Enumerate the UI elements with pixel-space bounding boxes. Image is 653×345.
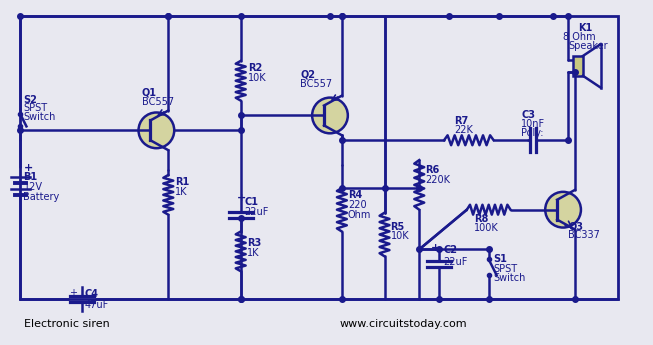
Text: BC557: BC557 bbox=[142, 97, 174, 107]
Text: Ohm: Ohm bbox=[348, 210, 371, 220]
Circle shape bbox=[138, 112, 174, 148]
Text: SPST: SPST bbox=[24, 104, 48, 114]
Text: 10K: 10K bbox=[247, 73, 266, 83]
Text: Q3: Q3 bbox=[568, 221, 583, 231]
Text: R3: R3 bbox=[247, 238, 261, 248]
Text: 10nF: 10nF bbox=[521, 119, 545, 129]
Text: B1: B1 bbox=[24, 172, 38, 182]
Text: Electronic siren: Electronic siren bbox=[24, 319, 110, 329]
Circle shape bbox=[545, 192, 581, 228]
Text: Speaker: Speaker bbox=[568, 41, 608, 51]
Text: Q1: Q1 bbox=[142, 88, 157, 98]
Text: 22uF: 22uF bbox=[245, 207, 269, 217]
Text: Switch: Switch bbox=[494, 273, 526, 283]
Text: BC557: BC557 bbox=[300, 79, 332, 89]
Text: R7: R7 bbox=[454, 116, 468, 126]
Text: R5: R5 bbox=[390, 221, 405, 231]
Text: BC337: BC337 bbox=[568, 230, 600, 240]
Text: R1: R1 bbox=[175, 177, 189, 187]
Text: Poly:: Poly: bbox=[521, 128, 544, 138]
Text: +: + bbox=[431, 243, 440, 253]
Text: 8 Ohm: 8 Ohm bbox=[563, 32, 596, 42]
Bar bbox=[20, 16, 618, 299]
Text: 22K: 22K bbox=[454, 125, 473, 135]
Text: 100K: 100K bbox=[474, 223, 498, 233]
Text: R2: R2 bbox=[247, 63, 262, 73]
Text: +: + bbox=[237, 193, 246, 203]
Text: 220K: 220K bbox=[425, 175, 450, 185]
Text: 47uF: 47uF bbox=[85, 300, 109, 310]
Text: C1: C1 bbox=[245, 197, 259, 207]
Text: 220: 220 bbox=[348, 200, 366, 210]
Text: SPST: SPST bbox=[494, 264, 518, 274]
Text: 1K: 1K bbox=[247, 248, 259, 258]
Text: R6: R6 bbox=[425, 165, 439, 175]
Text: R4: R4 bbox=[348, 190, 362, 200]
Text: S2: S2 bbox=[24, 95, 37, 105]
Text: S1: S1 bbox=[494, 254, 507, 264]
Text: Q2: Q2 bbox=[300, 70, 315, 80]
Text: www.circuitstoday.com: www.circuitstoday.com bbox=[340, 319, 468, 329]
Text: +: + bbox=[69, 288, 77, 298]
Text: 10K: 10K bbox=[390, 231, 409, 241]
Bar bbox=[573, 56, 583, 76]
Text: R8: R8 bbox=[474, 214, 488, 224]
Text: 1K: 1K bbox=[175, 187, 187, 197]
Text: 12V: 12V bbox=[24, 182, 42, 192]
Text: K1: K1 bbox=[578, 23, 592, 33]
Text: Switch: Switch bbox=[24, 112, 56, 122]
Text: C3: C3 bbox=[521, 110, 535, 120]
Text: Battery: Battery bbox=[24, 192, 59, 202]
Circle shape bbox=[312, 98, 348, 133]
Text: +: + bbox=[24, 163, 33, 173]
Text: 22uF: 22uF bbox=[443, 257, 468, 267]
Text: C2: C2 bbox=[443, 245, 457, 255]
Text: C4: C4 bbox=[85, 289, 99, 299]
